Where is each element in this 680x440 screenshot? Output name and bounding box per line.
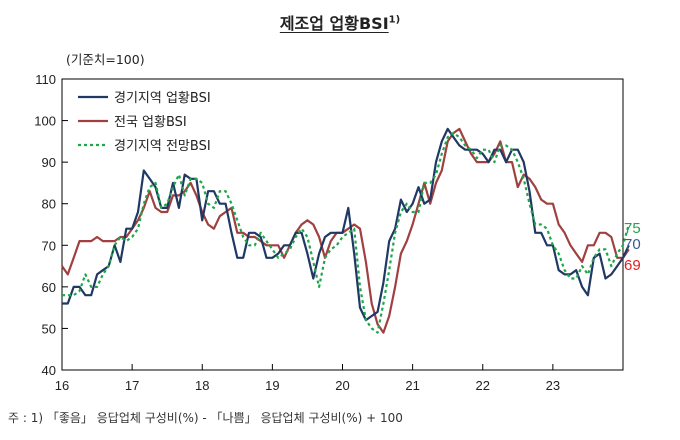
x-tick-label: 22 xyxy=(476,378,490,393)
end-label-2: 75 xyxy=(624,220,641,237)
legend: 경기지역 업황BSI 전국 업황BSI 경기지역 전망BSI xyxy=(78,91,211,154)
y-tick-label: 80 xyxy=(42,197,56,212)
chart-title-footnote-mark: 1) xyxy=(388,14,401,26)
end-labels: 70 69 75 xyxy=(624,220,641,274)
x-tick-label: 23 xyxy=(546,378,560,393)
y-tick-label: 70 xyxy=(42,238,56,253)
y-tick-label: 40 xyxy=(42,363,56,378)
y-tick-label: 50 xyxy=(42,321,56,336)
series-line-1 xyxy=(61,127,630,334)
y-tick-label: 90 xyxy=(42,155,56,170)
y-tick-label: 60 xyxy=(42,280,56,295)
unit-label: (기준치=100) xyxy=(66,52,145,67)
end-label-0: 70 xyxy=(624,236,641,253)
chart-title-text: 제조업 업황BSI xyxy=(279,14,389,33)
x-tick-label: 19 xyxy=(265,378,279,393)
chart-title: 제조업 업황BSI1) xyxy=(0,10,680,34)
y-tick-label: 100 xyxy=(34,114,56,129)
series-line-0 xyxy=(62,127,630,322)
end-label-1: 69 xyxy=(624,257,641,274)
y-tick-label: 110 xyxy=(35,72,56,87)
x-tick-label: 18 xyxy=(195,378,209,393)
footnote: 주 : 1) 「좋음」 응답업체 구성비(%) - 「나쁨」 응답업체 구성비(… xyxy=(8,411,403,425)
y-axis: 40 50 60 70 80 90 100 110 xyxy=(34,72,68,378)
legend-label-1: 전국 업황BSI xyxy=(114,115,187,130)
x-tick-label: 21 xyxy=(405,378,419,393)
series-group xyxy=(61,127,630,334)
legend-label-2: 경기지역 전망BSI xyxy=(114,139,211,154)
x-axis: 16 17 18 19 20 21 22 23 xyxy=(55,364,560,393)
legend-label-0: 경기지역 업황BSI xyxy=(114,91,211,106)
x-tick-label: 17 xyxy=(125,378,139,393)
series-line-2 xyxy=(62,131,630,334)
x-tick-label: 20 xyxy=(335,378,349,393)
x-tick-label: 16 xyxy=(55,378,69,393)
